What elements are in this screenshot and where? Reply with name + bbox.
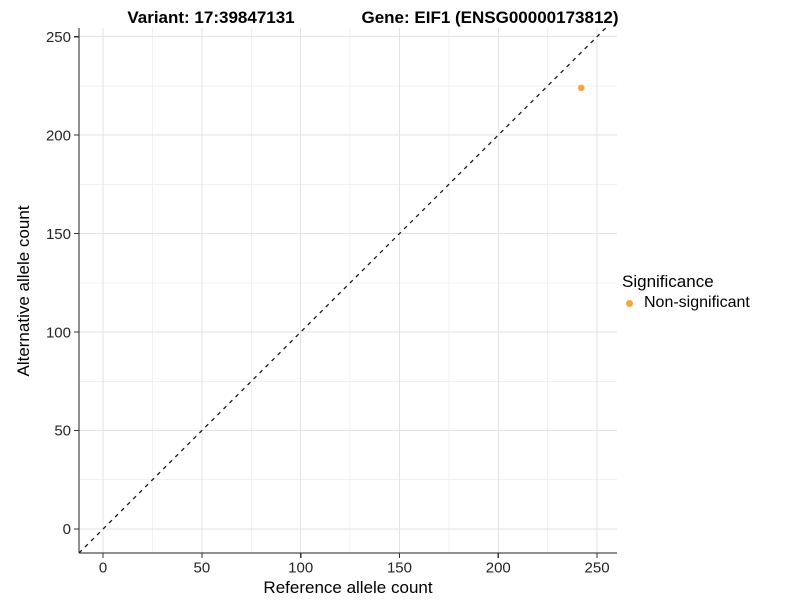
y-tick-label: 50: [54, 423, 71, 440]
legend: Significance Non-significant: [622, 272, 750, 312]
x-axis-title: Reference allele count: [263, 578, 433, 597]
y-tick-label: 250: [46, 29, 71, 46]
x-tick-label: 50: [194, 560, 211, 577]
y-tick-label: 0: [63, 521, 71, 538]
x-tick-label: 200: [486, 560, 511, 577]
y-tick-label: 200: [46, 127, 71, 144]
plot-title-variant: Variant: 17:39847131: [127, 8, 295, 27]
y-tick-label: 100: [46, 324, 71, 341]
plot-title-gene: Gene: EIF1 (ENSG00000173812): [361, 8, 619, 27]
x-tick-label: 0: [99, 560, 107, 577]
y-tick-label: 150: [46, 226, 71, 243]
y-axis-title: Alternative allele count: [14, 205, 33, 377]
x-tick-label: 100: [288, 560, 313, 577]
legend-item: Non-significant: [622, 294, 750, 312]
identity-line: [78, 27, 607, 554]
legend-point-icon: [626, 299, 633, 307]
legend-item-label: Non-significant: [644, 294, 750, 311]
legend-title: Significance: [622, 272, 714, 291]
x-tick-label: 250: [585, 560, 610, 577]
data-point: [577, 84, 585, 92]
x-tick-label: 150: [387, 560, 412, 577]
